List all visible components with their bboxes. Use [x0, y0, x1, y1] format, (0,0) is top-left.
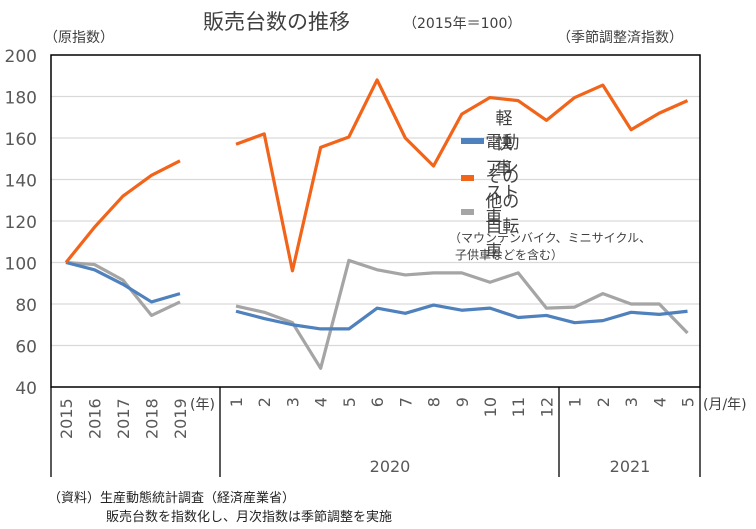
legend-label: 電動アシスト車	[485, 133, 520, 228]
legend-note-line: （マウンテンバイク、ミニサイクル、	[449, 231, 652, 245]
y-tick-label: 140	[5, 172, 37, 192]
x-group-label-year: 2020	[370, 457, 411, 476]
legend-note: （マウンテンバイク、ミニサイクル、 子供車などを含む）	[449, 230, 651, 264]
legend-item-standard-bicycle: 軽快車	[461, 109, 527, 179]
x-tick-label-month: 3	[622, 397, 641, 407]
y-tick-label: 60	[15, 338, 37, 358]
plot-border	[50, 54, 701, 388]
x-tick-label-month: 7	[396, 397, 415, 407]
x-tick-label-month: 6	[368, 397, 387, 407]
y-tick-label: 200	[5, 47, 37, 67]
source-line: （資料）生産動態統計調査（経済産業省）	[48, 491, 296, 506]
x-tick-label-year: 2019	[171, 398, 190, 439]
legend-label: 軽快車	[495, 108, 513, 179]
x-tick-label-month: 3	[283, 397, 302, 407]
x-tick-label-month: 11	[509, 397, 528, 417]
series-line-annual	[64, 159, 181, 264]
y-axis-ticks: 40 60 80 100 120 140 160 180 200	[5, 47, 37, 399]
x-tick-label-month: 4	[312, 397, 331, 407]
x-tick-label-month: 1	[566, 397, 585, 407]
series-lines	[64, 78, 689, 370]
x-group-label-year: 2021	[610, 457, 651, 476]
y-tick-label: 180	[5, 89, 37, 109]
legend-note-line: 子供車などを含む）	[455, 248, 564, 262]
x-tick-label-year: 2016	[86, 398, 105, 439]
x-tick-label-year: 2017	[114, 398, 133, 439]
gridlines	[51, 95, 700, 347]
x-tick-label-month: 2	[594, 397, 613, 407]
annual-unit-label: (年)	[190, 397, 215, 413]
x-axis: 2015 2016 2017 2018 2019 (年) 1 2 3 4 5 6 7 8 9 10 11 1220…	[57, 397, 747, 476]
right-axis-unit-label: （季節調整済指数）	[557, 30, 683, 46]
source-note: （資料）生産動態統計調査（経済産業省） 販売台数を指数化し、月次指数は季節調整を…	[48, 489, 392, 527]
y-tick-label: 40	[15, 379, 37, 399]
series-line-annual	[65, 260, 181, 318]
y-tick-label: 100	[5, 255, 37, 275]
left-axis-unit-label: （原指数）	[44, 30, 114, 46]
x-tick-label-year: 2015	[57, 398, 76, 439]
x-tick-label-month: 5	[340, 397, 359, 407]
x-tick-label-month: 9	[453, 397, 472, 407]
x-tick-label-month: 2	[255, 397, 274, 407]
chart-subtitle: （2015年＝100）	[403, 16, 522, 32]
source-line: 販売台数を指数化し、月次指数は季節調整を実施	[106, 510, 393, 525]
series-line-monthly	[235, 78, 689, 273]
legend-label: その他の自転車	[485, 167, 520, 262]
legend-swatch	[461, 175, 475, 181]
x-tick-label-month: 4	[650, 397, 669, 407]
legend-item-other-bicycles: その他の自転車	[461, 167, 527, 262]
y-tick-label: 160	[5, 130, 37, 150]
series-line-monthly	[235, 258, 689, 370]
legend-swatch	[461, 209, 475, 215]
monthly-unit-label: (月/年)	[703, 397, 747, 413]
x-tick-label-month: 8	[425, 397, 444, 407]
y-tick-label: 120	[5, 213, 37, 233]
y-tick-label: 80	[15, 296, 37, 316]
x-tick-label-month: 12	[537, 397, 556, 417]
x-tick-label-month: 5	[679, 397, 698, 407]
plot-frame	[50, 54, 701, 477]
x-tick-label-month: 1	[227, 397, 246, 407]
x-tick-label-year: 2018	[143, 398, 162, 439]
chart-title: 販売台数の推移	[203, 10, 350, 34]
series-line-annual	[65, 260, 181, 304]
x-tick-label-month: 10	[481, 397, 500, 417]
legend-swatch	[461, 138, 485, 144]
series-line-monthly	[235, 303, 688, 331]
legend-item-electric-assist: 電動アシスト車	[461, 133, 527, 228]
